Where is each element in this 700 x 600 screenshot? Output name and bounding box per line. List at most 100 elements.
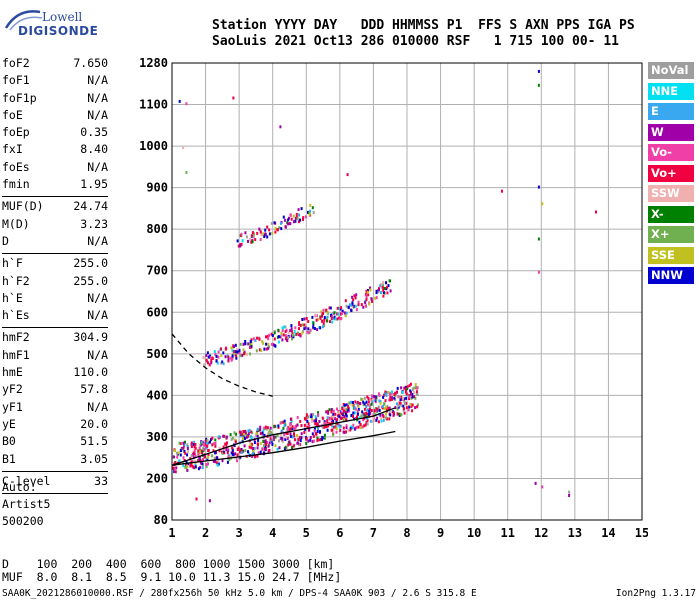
param-row: yF2 57.8 <box>2 382 108 399</box>
y-tick-label: 300 <box>146 430 168 444</box>
echo-point <box>270 221 273 225</box>
echo-point <box>383 286 386 290</box>
echo-point <box>254 238 257 242</box>
echo-point <box>408 397 410 401</box>
echo-point <box>382 280 385 284</box>
echo-point <box>222 362 225 366</box>
echo-point <box>351 401 354 404</box>
echo-point <box>339 317 342 321</box>
echo-point <box>273 424 276 428</box>
echo-point <box>411 388 414 392</box>
echo-point <box>360 397 363 401</box>
echo-point <box>404 402 406 406</box>
echo-point <box>259 428 262 432</box>
echo-point <box>281 437 284 441</box>
echo-point <box>321 437 323 441</box>
echo-point <box>392 411 395 415</box>
echo-point <box>203 363 205 367</box>
legend-item: NNW <box>648 267 694 284</box>
echo-point <box>366 289 369 292</box>
echo-point <box>205 358 208 362</box>
echo-point <box>305 437 308 441</box>
echo-point <box>262 341 265 345</box>
echo-point <box>368 414 371 418</box>
echo-point <box>222 434 225 438</box>
echo-point <box>366 395 369 399</box>
param-key: foEp <box>2 125 30 140</box>
echo-point <box>230 346 233 350</box>
echo-point <box>389 395 392 399</box>
echo-point <box>326 416 329 420</box>
echo-point <box>282 333 285 337</box>
param-value: 0.35 <box>80 125 108 140</box>
echo-point <box>335 427 338 431</box>
echo-point <box>236 350 239 354</box>
echo-point <box>323 425 326 429</box>
echo-point <box>363 412 365 416</box>
echo-point <box>312 325 315 329</box>
echo-point <box>267 432 270 436</box>
echo-point <box>306 330 309 334</box>
echo-point <box>397 395 400 399</box>
echo-point <box>319 326 322 330</box>
echo-point <box>315 313 317 317</box>
echo-point <box>317 411 319 415</box>
echo-point <box>319 316 322 320</box>
echo-point <box>306 425 309 429</box>
echo-point <box>384 390 387 394</box>
echo-point <box>359 426 362 430</box>
echo-point <box>265 443 267 446</box>
echo-point <box>357 300 360 304</box>
param-key: MUF(D) <box>2 199 44 214</box>
echo-point <box>339 410 342 414</box>
echo-point <box>374 296 377 300</box>
echo-point <box>410 404 413 408</box>
echo-point <box>206 444 209 448</box>
echo-point <box>345 424 348 428</box>
echo-point <box>409 403 412 407</box>
echo-point <box>234 452 237 456</box>
muf-row: MUF 8.0 8.1 8.5 9.1 10.0 11.3 15.0 24.7 … <box>2 570 342 584</box>
echo-point <box>214 438 217 442</box>
echo-point <box>206 457 209 461</box>
x-tick-label: 9 <box>437 526 444 540</box>
echo-point <box>186 445 189 448</box>
echo-point <box>396 412 399 416</box>
echo-point <box>235 354 238 358</box>
echo-point <box>296 416 299 419</box>
echo-point <box>298 321 301 325</box>
echo-point <box>325 317 328 321</box>
echo-point <box>303 423 306 427</box>
param-row: yF1 N/A <box>2 400 108 417</box>
echo-point <box>350 303 353 307</box>
echo-point <box>175 466 178 470</box>
echo-point <box>353 294 356 298</box>
echo-point <box>378 399 381 403</box>
echo-point <box>408 395 411 399</box>
echo-point <box>174 461 177 465</box>
echo-point <box>199 465 202 469</box>
echo-point <box>371 299 374 303</box>
echo-point <box>402 396 404 400</box>
echo-point <box>182 456 185 460</box>
echo-point <box>287 222 290 226</box>
echo-point <box>382 418 385 422</box>
echo-point <box>289 222 292 226</box>
x-tick-label: 8 <box>403 526 410 540</box>
lowell-digisonde-logo: Lowell DIGISONDE <box>4 2 114 42</box>
echo-point <box>398 395 401 399</box>
param-key: fxI <box>2 142 23 157</box>
echo-point <box>312 413 315 416</box>
echo-point <box>227 357 230 361</box>
echo-point <box>242 348 245 352</box>
echo-point <box>290 419 293 423</box>
echo-point <box>278 446 281 450</box>
echo-point <box>211 436 214 440</box>
param-row: MUF(D) 24.74 <box>2 199 108 216</box>
echo-point <box>330 415 333 419</box>
param-row: h`E N/A <box>2 291 108 308</box>
x-tick-label: 14 <box>601 526 615 540</box>
echo-point <box>541 485 544 489</box>
echo-point <box>223 434 226 438</box>
param-row: foF1 N/A <box>2 73 108 90</box>
